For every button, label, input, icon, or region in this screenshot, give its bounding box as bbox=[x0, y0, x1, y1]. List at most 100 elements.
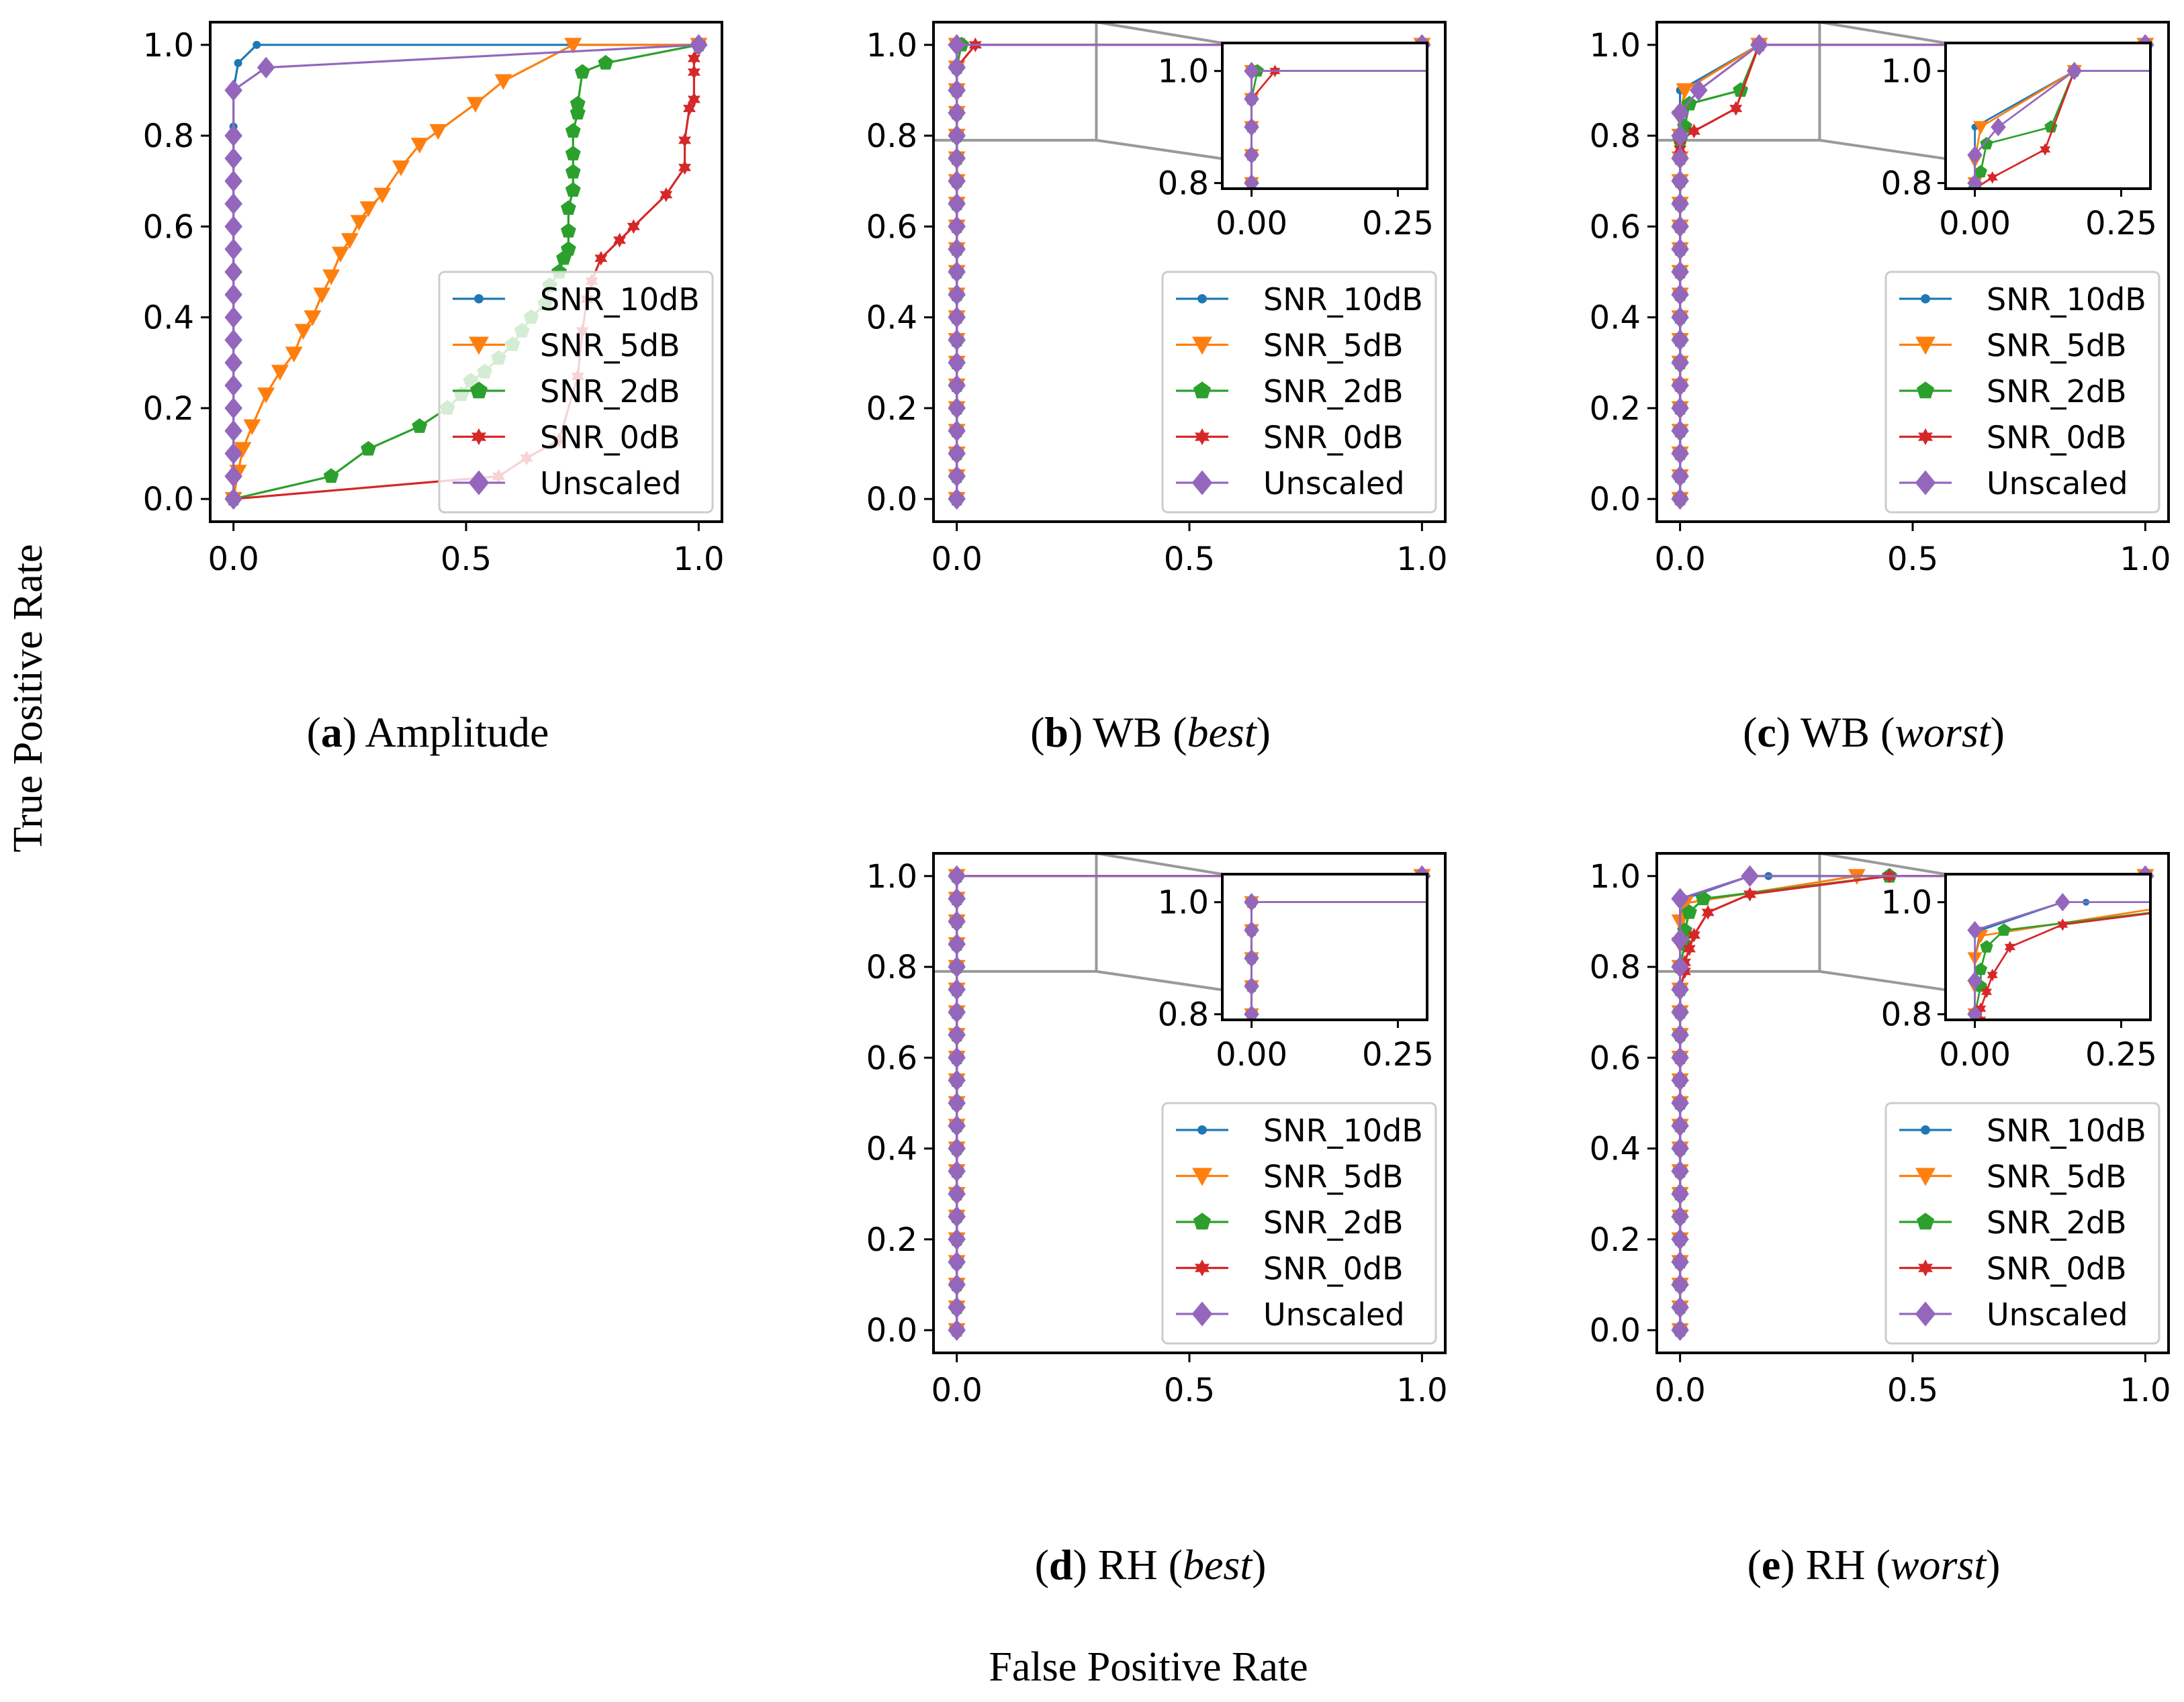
data-point bbox=[1246, 541, 1257, 554]
inset-y-tick-label: 0.8 bbox=[1881, 996, 1932, 1034]
data-point bbox=[1829, 893, 1845, 911]
data-point bbox=[948, 910, 966, 933]
data-point bbox=[1971, 1095, 1978, 1102]
y-tick-label: 0.0 bbox=[866, 481, 917, 518]
data-point bbox=[1833, 68, 1840, 75]
panel-c: 0.0 0.2 0.4 0.6 0.8 1.0 0.0 0.5 1.0 0.8 1.0 0.00 0.2… bbox=[1590, 21, 2171, 756]
data-point bbox=[1245, 1427, 1258, 1440]
legend-entry: SNR_10dB bbox=[1899, 1113, 2146, 1149]
legend-entry: Unscaled bbox=[1899, 465, 2128, 502]
legend-label: SNR_10dB bbox=[540, 281, 700, 318]
y-tick-label: 0.2 bbox=[143, 390, 194, 428]
y-tick-label: 0.8 bbox=[1590, 117, 1641, 155]
data-point bbox=[410, 138, 428, 154]
data-point bbox=[1244, 598, 1259, 611]
legend-entry: Unscaled bbox=[1899, 1296, 2128, 1333]
legend-marker bbox=[1193, 1213, 1212, 1230]
data-point bbox=[1244, 1425, 1259, 1444]
inset-frame bbox=[1944, 873, 2152, 1021]
data-point bbox=[1671, 147, 1689, 170]
inset-x-tick-label: 0.25 bbox=[1362, 205, 1434, 242]
legend-marker bbox=[1915, 470, 1936, 495]
data-point bbox=[340, 233, 359, 249]
data-point bbox=[1246, 513, 1257, 526]
data-point bbox=[1968, 514, 1983, 527]
data-point bbox=[948, 488, 966, 510]
y-tick-label: 1.0 bbox=[866, 27, 917, 64]
inset-frame bbox=[1221, 873, 1428, 1021]
data-point bbox=[565, 164, 581, 179]
data-point bbox=[392, 160, 410, 177]
data-point bbox=[1245, 261, 1258, 273]
legend: SNR_10dB SNR_5dB SNR_2dB SNR_0dB Unscaled bbox=[1884, 1102, 2160, 1345]
data-point bbox=[359, 201, 377, 218]
data-point bbox=[1968, 1345, 1983, 1358]
data-point bbox=[1968, 1427, 1981, 1440]
x-tick-label: 1.0 bbox=[2120, 540, 2171, 578]
data-point bbox=[323, 468, 339, 483]
legend-box bbox=[1161, 1102, 1437, 1345]
data-point bbox=[948, 397, 966, 420]
data-point bbox=[1971, 1375, 1978, 1382]
legend-marker bbox=[1197, 294, 1207, 303]
data-point bbox=[1244, 569, 1259, 583]
legend: SNR_10dB SNR_5dB SNR_2dB SNR_0dB Unscaled bbox=[1884, 271, 2160, 514]
panel-a: 0.0 0.2 0.4 0.6 0.8 1.0 0.0 0.5 1.0 SNR_10dB SNR_5… bbox=[143, 21, 725, 756]
legend-entry: SNR_5dB bbox=[453, 328, 680, 364]
legend-entry: Unscaled bbox=[1176, 1296, 1405, 1333]
data-point bbox=[1671, 488, 1689, 510]
series-line bbox=[1250, 70, 1427, 189]
x-tick-label: 0.5 bbox=[1887, 1372, 1938, 1409]
data-point bbox=[1970, 513, 1981, 526]
x-tick-label: 0.5 bbox=[441, 540, 492, 578]
data-point bbox=[1244, 173, 1259, 189]
data-point bbox=[565, 146, 581, 160]
data-point bbox=[1967, 622, 1983, 641]
x-tick-label: 0.0 bbox=[1654, 1372, 1705, 1409]
data-point bbox=[570, 95, 586, 111]
legend-marker bbox=[1915, 336, 1936, 355]
data-point bbox=[1248, 1403, 1255, 1410]
data-point bbox=[2066, 62, 2083, 81]
data-point bbox=[1970, 1428, 1981, 1441]
data-point bbox=[1244, 1454, 1259, 1472]
inset-axes: 0.8 1.0 0.00 0.25 bbox=[1881, 42, 2157, 641]
data-point bbox=[1968, 1457, 1983, 1470]
data-point bbox=[948, 79, 966, 101]
data-point bbox=[1248, 1095, 1255, 1102]
data-point bbox=[948, 34, 966, 56]
inset-axes: 0.8 1.0 0.00 0.25 bbox=[1881, 873, 2157, 1470]
data-point bbox=[1245, 596, 1258, 609]
legend-entry: SNR_0dB bbox=[453, 420, 680, 456]
data-point bbox=[948, 1228, 966, 1251]
data-point bbox=[687, 51, 700, 66]
data-point bbox=[1973, 121, 1989, 135]
data-point bbox=[1967, 1397, 1983, 1415]
data-point bbox=[948, 306, 966, 328]
panel-e: 0.0 0.2 0.4 0.6 0.8 1.0 0.0 0.5 1.0 0.8 1.0 0.00 0.2… bbox=[1590, 852, 2171, 1589]
legend-entry: SNR_0dB bbox=[1176, 420, 1404, 456]
data-point bbox=[1671, 1137, 1689, 1160]
y-tick-label: 0.0 bbox=[866, 1312, 917, 1350]
panel-caption: (a) Amplitude bbox=[307, 708, 549, 756]
legend-marker bbox=[1191, 470, 1213, 495]
legend-entry: SNR_10dB bbox=[1899, 281, 2146, 318]
data-point bbox=[1682, 904, 1697, 919]
data-point bbox=[1971, 264, 1978, 271]
panels: 0.0 0.2 0.4 0.6 0.8 1.0 0.0 0.5 1.0 SNR_10dB SNR_5… bbox=[143, 21, 2171, 1589]
data-point bbox=[1980, 940, 1993, 953]
data-point bbox=[948, 1092, 966, 1115]
series-line bbox=[1979, 912, 2150, 1020]
data-point bbox=[1743, 886, 1757, 902]
data-point bbox=[234, 58, 242, 67]
x-tick-label: 1.0 bbox=[2120, 1372, 2171, 1409]
data-point bbox=[1671, 352, 1689, 374]
data-point bbox=[1671, 1205, 1689, 1228]
data-point bbox=[373, 187, 392, 204]
data-point bbox=[1671, 374, 1689, 397]
legend-entry: SNR_0dB bbox=[1899, 1251, 2127, 1287]
data-point bbox=[613, 232, 627, 248]
data-point bbox=[1248, 1431, 1255, 1438]
data-point bbox=[1248, 600, 1255, 607]
legend-label: SNR_5dB bbox=[540, 328, 680, 364]
